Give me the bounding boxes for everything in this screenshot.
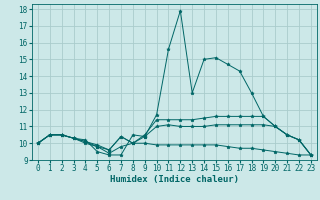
X-axis label: Humidex (Indice chaleur): Humidex (Indice chaleur) [110,175,239,184]
